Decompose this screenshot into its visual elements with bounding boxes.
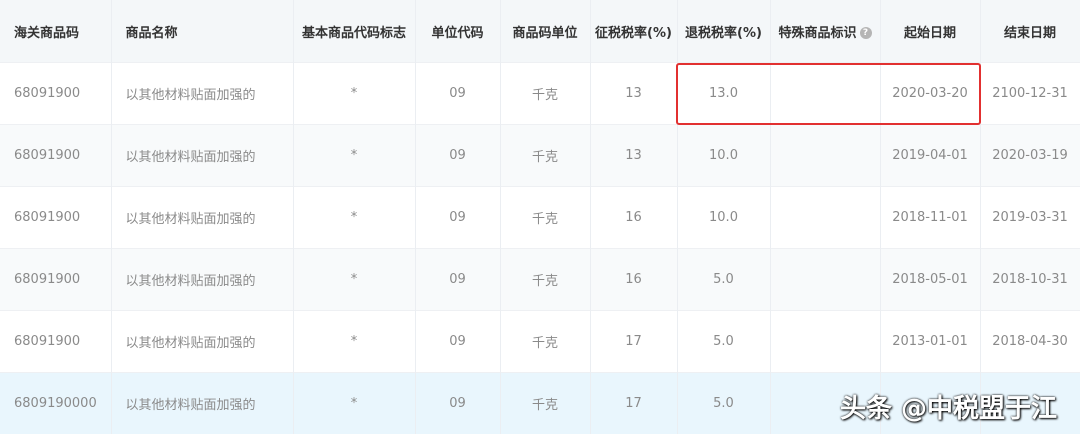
column-header-label: 特殊商品标识 [778,25,857,41]
column-header: 特殊商品标识? [770,0,881,63]
table-cell [770,248,881,311]
column-header-label: 基本商品代码标志 [301,25,406,41]
column-header: 单位代码 [415,0,501,63]
table-cell: 13.0 [677,62,771,125]
table-cell: 以其他材料贴面加强的 [111,248,294,311]
table-cell: 以其他材料贴面加强的 [111,310,294,373]
table-cell: 13 [590,124,678,187]
column-header-label: 商品码单位 [512,25,578,41]
table-cell: 5.0 [677,310,771,373]
table-cell: 以其他材料贴面加强的 [111,372,294,434]
table-cell: 千克 [500,310,591,373]
table-cell: 68091900 [0,248,112,311]
column-header-label: 征税税率(%) [595,25,672,41]
table-cell: 09 [415,372,501,434]
table-cell: 10.0 [677,186,771,249]
table-cell: 千克 [500,124,591,187]
table-cell: 2018-10-31 [980,248,1080,311]
table-row[interactable]: 68091900 以其他材料贴面加强的 * 09 千克 13 13.0 2020-03-20 2… [0,62,1080,125]
table-cell: 千克 [500,186,591,249]
table-cell: 09 [415,186,501,249]
column-header: 商品名称 [111,0,294,63]
table-cell: 2019-03-31 [980,186,1080,249]
table-cell: 16 [590,186,678,249]
column-header: 起始日期 [880,0,981,63]
column-header-label: 商品名称 [125,25,178,41]
table-cell: * [293,310,416,373]
column-header-label: 结束日期 [1003,25,1056,41]
table-row[interactable]: 68091900 以其他材料贴面加强的 * 09 千克 17 5.0 2013-01-01 20… [0,310,1080,373]
table-cell: * [293,62,416,125]
table-cell [980,372,1080,434]
table-row[interactable]: 68091900 以其他材料贴面加强的 * 09 千克 16 5.0 2018-05-01 20… [0,248,1080,311]
column-header-label: 海关商品码 [14,25,80,41]
table-cell: * [293,186,416,249]
table-cell: 10.0 [677,124,771,187]
table-cell [770,372,881,434]
column-header-label: 单位代码 [431,25,484,41]
table-cell: 以其他材料贴面加强的 [111,186,294,249]
table-cell: * [293,248,416,311]
table-cell: 千克 [500,372,591,434]
table-cell: 2018-11-01 [880,186,981,249]
table-cell: 2018-04-30 [980,310,1080,373]
table-row[interactable]: 68091900 以其他材料贴面加强的 * 09 千克 13 10.0 2019-04-01 2… [0,124,1080,187]
column-header: 征税税率(%) [590,0,678,63]
table-cell: * [293,372,416,434]
column-header: 退税税率(%) [677,0,771,63]
table-header: 海关商品码 商品名称 基本商品代码标志 单位代码 商品码单位 征税税率(%) 退税税率(%)… [0,0,1080,63]
table-cell: 2020-03-19 [980,124,1080,187]
column-header: 结束日期 [980,0,1080,63]
table-cell: 以其他材料贴面加强的 [111,62,294,125]
help-icon[interactable]: ? [859,27,872,39]
table-cell: 2019-04-01 [880,124,981,187]
table-cell: 5.0 [677,372,771,434]
table-row[interactable]: 68091900 以其他材料贴面加强的 * 09 千克 16 10.0 2018-11-01 2… [0,186,1080,249]
table-cell: 2100-12-31 [980,62,1080,125]
watermark: 头条 @中税盟于江 [840,394,1058,424]
column-header: 商品码单位 [500,0,591,63]
table-cell: 千克 [500,248,591,311]
column-header: 基本商品代码标志 [293,0,416,63]
table-cell: 16 [590,248,678,311]
table-cell: 68091900 [0,186,112,249]
table-cell: 09 [415,124,501,187]
table-cell: 13 [590,62,678,125]
table-cell: 09 [415,248,501,311]
table-cell: 17 [590,310,678,373]
table-cell: 以其他材料贴面加强的 [111,124,294,187]
column-header-label: 起始日期 [903,25,956,41]
table-cell: 68091900 [0,62,112,125]
table-cell: 2018-05-01 [880,248,981,311]
column-header: 海关商品码 [0,0,112,63]
table-cell: 2020-03-20 [880,62,981,125]
table-cell: 68091900 [0,310,112,373]
table-row[interactable]: 6809190000 以其他材料贴面加强的 * 09 千克 17 5.0 [0,372,1080,434]
table-cell [770,310,881,373]
table-cell: 09 [415,62,501,125]
table-cell [770,62,881,125]
table-cell: 2013-01-01 [880,310,981,373]
table-cell [770,186,881,249]
column-header-label: 退税税率(%) [685,25,762,41]
table-cell [880,372,981,434]
table-cell: 千克 [500,62,591,125]
table-cell: 09 [415,310,501,373]
table-cell [770,124,881,187]
table-cell: 6809190000 [0,372,112,434]
table-cell: 68091900 [0,124,112,187]
table-cell: 17 [590,372,678,434]
table-cell: * [293,124,416,187]
table-cell: 5.0 [677,248,771,311]
